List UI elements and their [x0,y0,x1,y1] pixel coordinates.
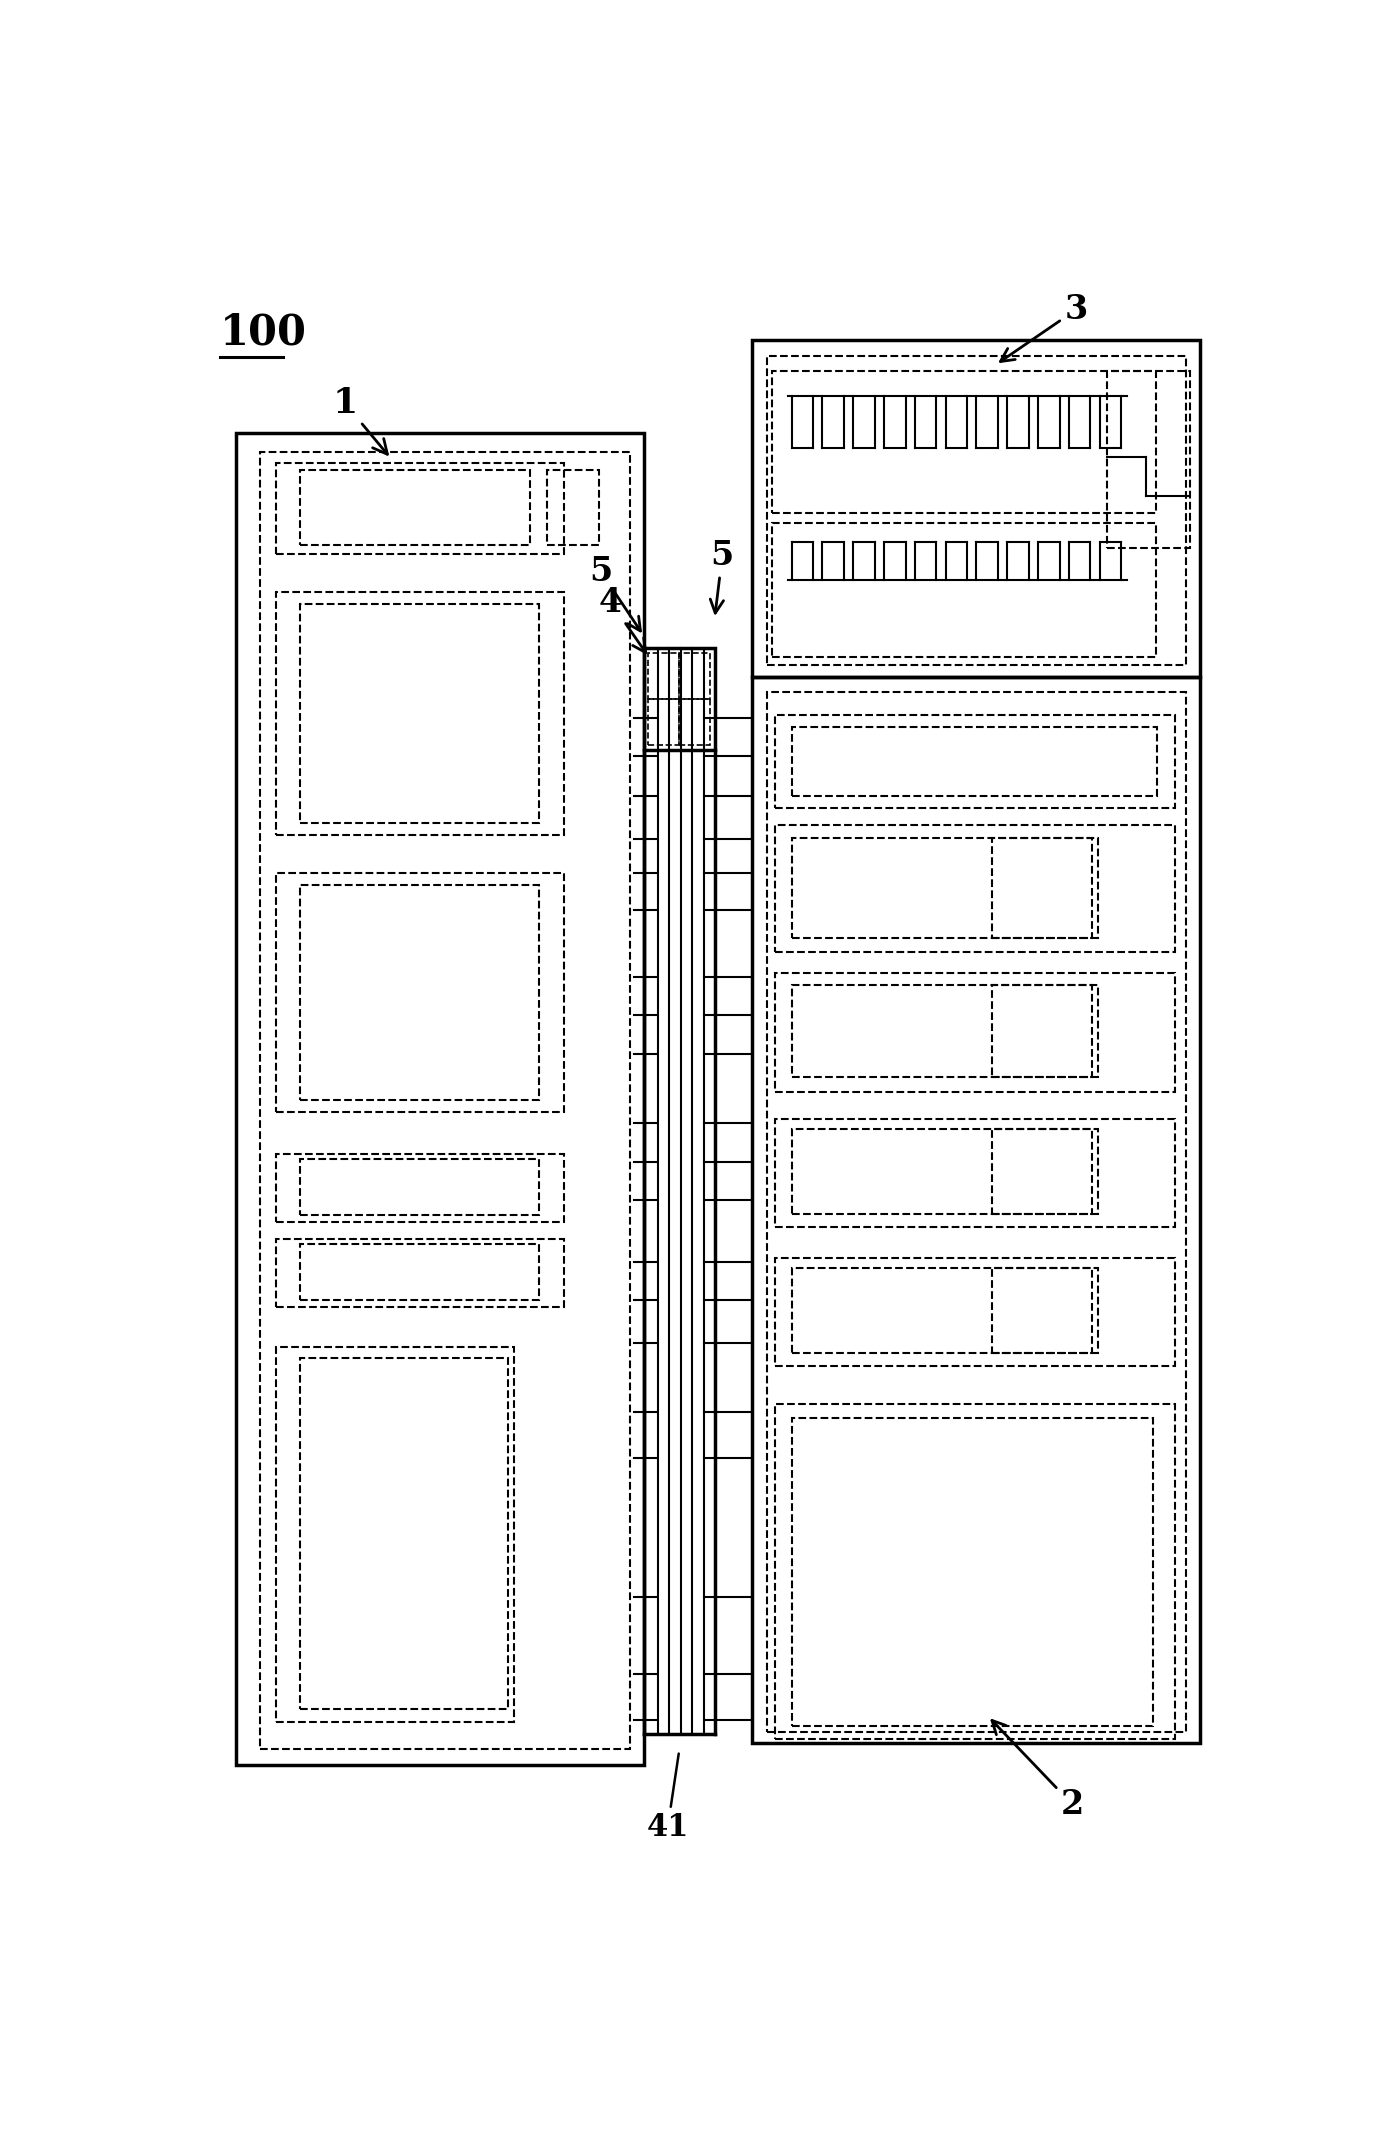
Bar [775,1120,1175,1227]
Bar [643,649,715,750]
Bar [679,653,711,698]
Bar [300,469,530,544]
Bar [275,874,565,1112]
Bar [1107,371,1191,548]
Bar [772,523,1155,658]
Bar [792,726,1157,797]
Text: 5: 5 [711,540,734,613]
Bar [300,1159,538,1215]
Bar [300,1358,508,1709]
Bar [775,972,1175,1092]
Bar [775,1405,1175,1739]
Bar [792,838,1092,938]
Bar [991,1129,1097,1215]
Bar [752,341,1199,677]
Bar [752,677,1199,1744]
Bar [300,1245,538,1300]
Bar [300,885,538,1101]
Bar [775,715,1175,808]
Bar [649,698,679,745]
Bar [792,1129,1092,1215]
Bar [275,463,565,555]
Bar [991,1268,1097,1354]
Text: 41: 41 [646,1754,688,1844]
Bar [775,825,1175,953]
Bar [275,1238,565,1307]
Text: 1: 1 [332,386,387,454]
Bar [547,469,599,544]
Bar [300,604,538,823]
Text: 3: 3 [1001,293,1088,362]
Bar [679,698,711,745]
Text: 100: 100 [220,311,307,353]
Bar [792,1418,1154,1726]
Bar [275,1347,515,1722]
Bar [991,838,1097,938]
Text: 2: 2 [991,1720,1084,1821]
Bar [275,1155,565,1221]
Bar [767,692,1186,1731]
Bar [775,1257,1175,1367]
Bar [792,1268,1092,1354]
Bar [772,371,1155,514]
Bar [260,452,629,1750]
Bar [649,653,679,698]
Text: 4: 4 [599,585,646,653]
Text: 5: 5 [589,555,640,632]
Bar [792,985,1092,1077]
Bar [275,591,565,835]
Bar [235,433,643,1765]
Bar [767,356,1186,666]
Bar [991,985,1097,1077]
